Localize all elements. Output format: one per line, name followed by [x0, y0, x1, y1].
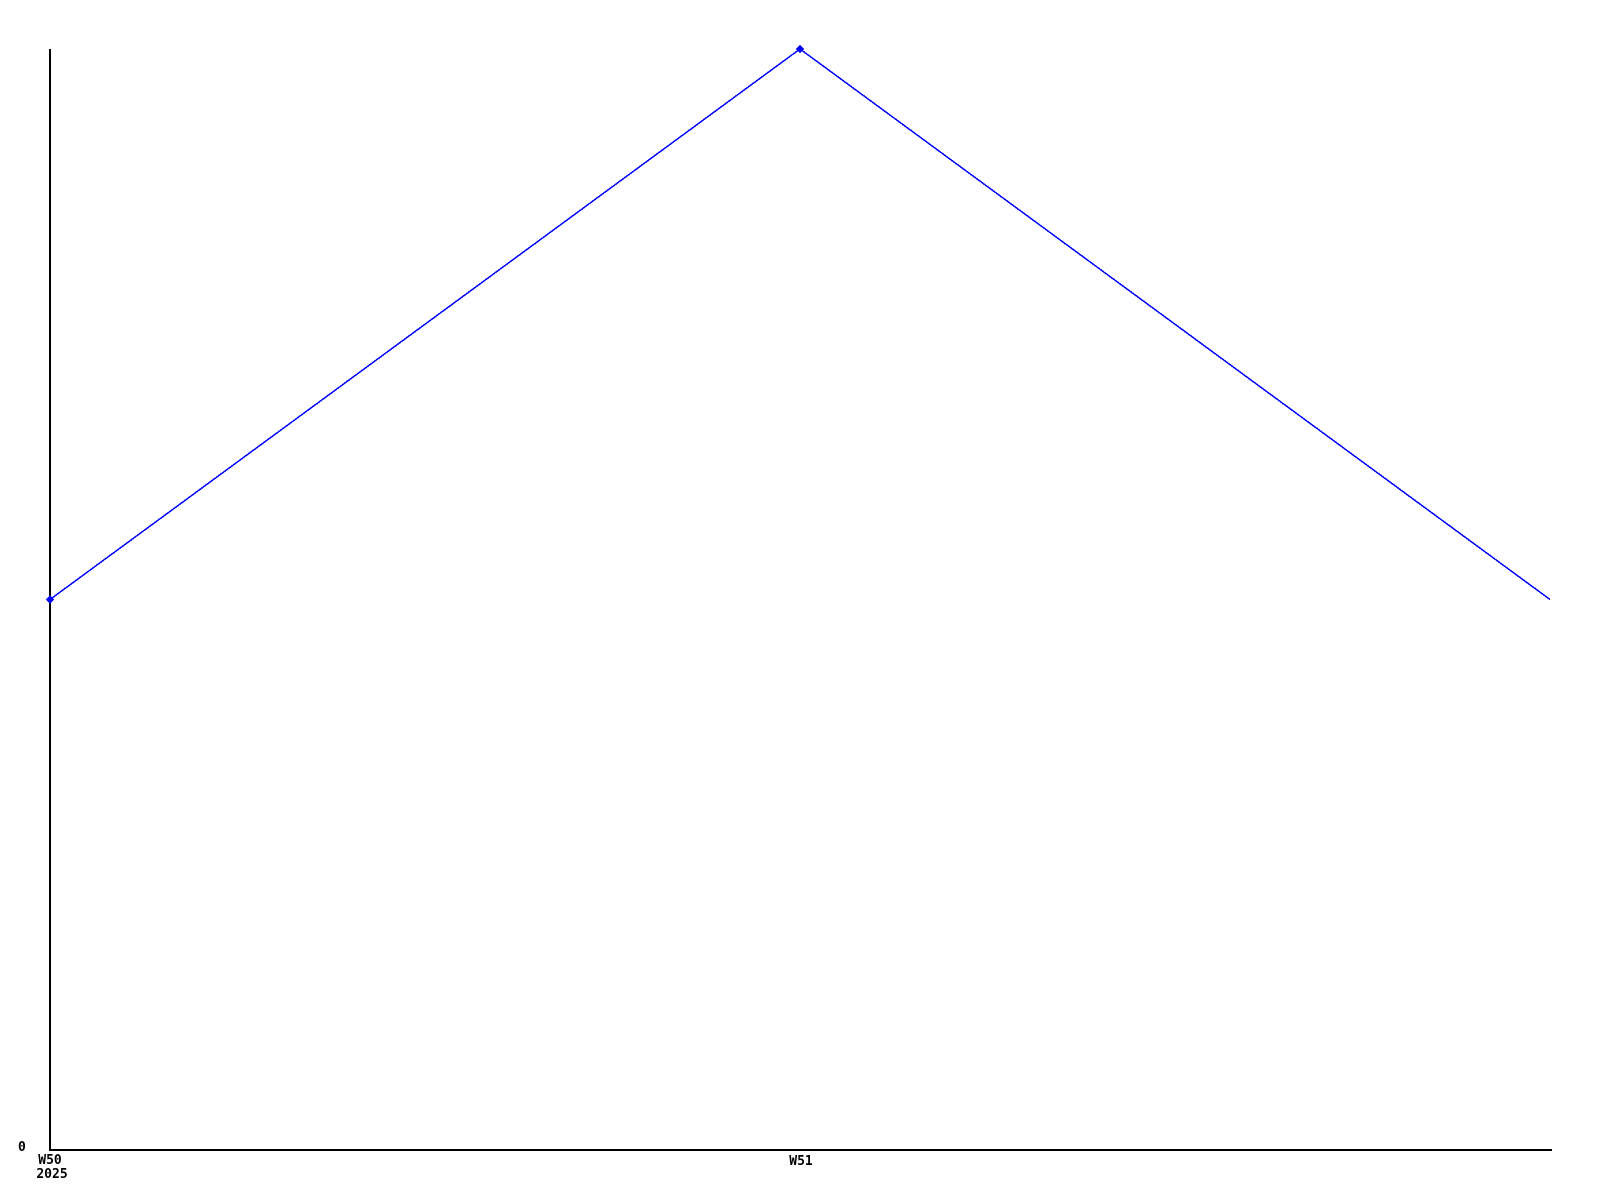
data-point-marker: [795, 44, 805, 54]
x-axis-tick-label-w51: W51: [789, 1154, 813, 1169]
x-axis-tick-label-w50: W50: [38, 1153, 62, 1168]
x-axis-tick-label-year-2025: 2025: [36, 1167, 68, 1182]
y-axis-tick-label-0: 0: [18, 1140, 26, 1155]
data-point-marker: [45, 595, 55, 604]
data-line: [49, 48, 1551, 601]
